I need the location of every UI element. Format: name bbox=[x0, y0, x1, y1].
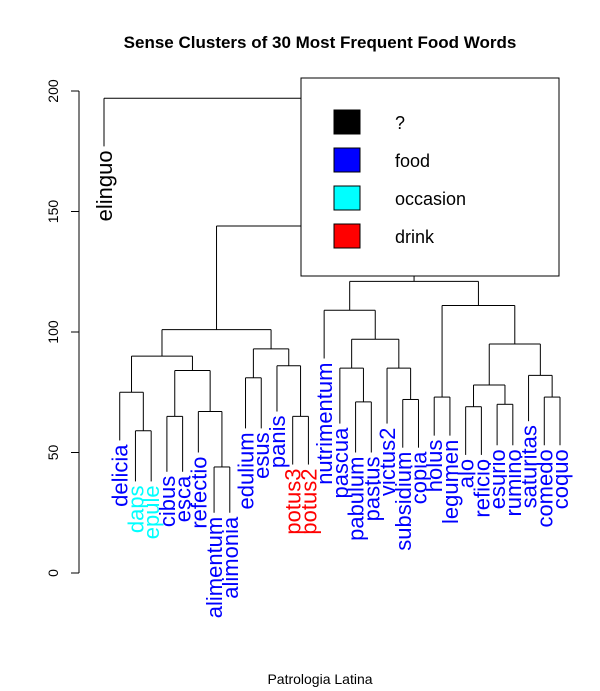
leaf-label-pabulum: pabulum bbox=[344, 457, 369, 541]
y-axis: 0 50 100 150 200 bbox=[45, 79, 80, 577]
legend-label: drink bbox=[395, 227, 435, 247]
legend-label: occasion bbox=[395, 189, 466, 209]
leaf-label-potus2: potus2 bbox=[296, 469, 321, 535]
leaf-label-refectio: refectio bbox=[186, 457, 211, 529]
y-tick-label: 0 bbox=[45, 569, 61, 577]
leaf-label-victus2: victus2 bbox=[375, 428, 400, 496]
legend-label: food bbox=[395, 151, 430, 171]
leaf-label-copia: copia bbox=[406, 451, 431, 504]
y-tick-label: 200 bbox=[45, 79, 61, 103]
leaf-label-edulium: edulium bbox=[234, 432, 259, 509]
legend-swatch bbox=[333, 109, 361, 135]
leaf-label-cibus: cibus bbox=[155, 476, 180, 527]
leaf-label-daps: daps bbox=[123, 485, 148, 533]
leaf-label-rumino: rumino bbox=[501, 449, 526, 516]
leaf-label-alo: alo bbox=[454, 459, 479, 488]
chart-title: Sense Clusters of 30 Most Frequent Food … bbox=[124, 33, 517, 52]
leaf-labels: elinguo deliciadapsepulecibusescarefectio… bbox=[92, 150, 573, 618]
leaf-label-elinguo: elinguo bbox=[92, 150, 117, 221]
leaf-label-alimentum: alimentum bbox=[202, 517, 227, 618]
legend-swatch bbox=[333, 147, 361, 173]
leaf-label-coquo: coquo bbox=[548, 449, 573, 509]
leaf-label-delicia: delicia bbox=[108, 444, 133, 507]
leaf-label-alimonia: alimonia bbox=[218, 516, 243, 599]
leaf-label-holus: holus bbox=[422, 440, 447, 493]
leaf-label-legumen: legumen bbox=[438, 440, 463, 524]
y-tick-label: 100 bbox=[45, 320, 61, 344]
legend-label: ? bbox=[395, 113, 405, 133]
y-tick-label: 50 bbox=[45, 445, 61, 461]
legend-swatch bbox=[333, 223, 361, 249]
dendrogram-tree bbox=[103, 97, 561, 513]
leaf-label-esca: esca bbox=[171, 475, 196, 522]
leaf-label-panis: panis bbox=[265, 416, 290, 469]
x-axis-label: Patrologia Latina bbox=[267, 671, 372, 687]
leaf-label-esurio: esurio bbox=[485, 449, 510, 509]
leaf-label-comedo: comedo bbox=[532, 449, 557, 527]
leaf-label-subsidium: subsidium bbox=[391, 452, 416, 551]
legend: ? food occasion drink bbox=[300, 77, 560, 277]
leaf-label-nutrimentum: nutrimentum bbox=[312, 363, 337, 485]
leaf-label-potus3: potus3 bbox=[281, 469, 306, 535]
leaf-label-reficio: reficio bbox=[469, 459, 494, 518]
leaf-label-saturitas: saturitas bbox=[517, 425, 542, 508]
legend-swatch bbox=[333, 185, 361, 211]
leaf-label-pascua: pascua bbox=[328, 427, 353, 499]
leaf-label-pastus: pastus bbox=[359, 457, 384, 522]
y-tick-label: 150 bbox=[45, 200, 61, 224]
leaf-label-esus: esus bbox=[249, 432, 274, 478]
leaf-label-epule: epule bbox=[139, 485, 164, 539]
